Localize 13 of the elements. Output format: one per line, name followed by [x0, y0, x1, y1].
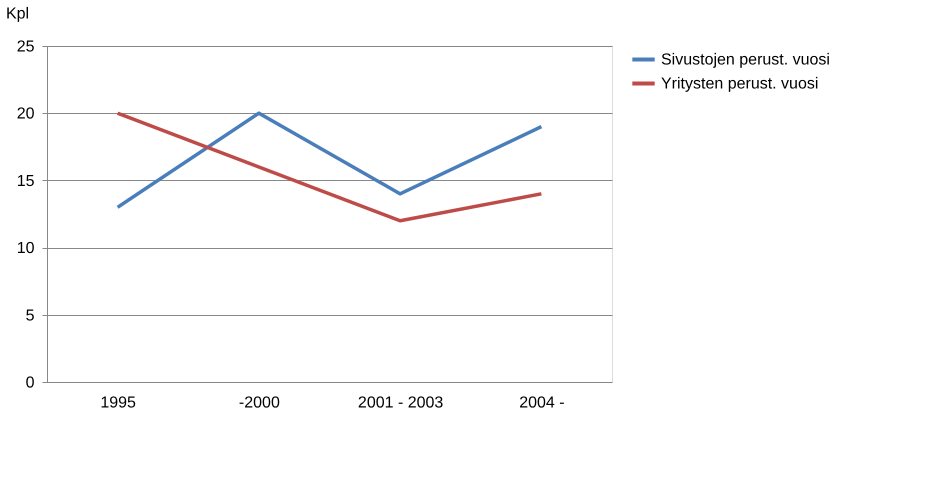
- y-tick-label: 5: [26, 307, 35, 324]
- x-tick-label: 2004 -: [519, 394, 565, 412]
- y-tick-label: 25: [16, 38, 35, 56]
- y-tick-label: 15: [16, 172, 35, 190]
- x-tick-label: 2001 - 2003: [358, 394, 444, 412]
- y-axis-title: Kpl: [6, 6, 30, 22]
- x-tick-label: -2000: [238, 394, 280, 412]
- x-tick-label: 1995: [100, 394, 136, 412]
- y-tick-label: 0: [26, 374, 35, 392]
- legend-label: Yritysten perust. vuosi: [661, 76, 818, 92]
- y-tick-label: 20: [16, 106, 35, 123]
- y-tick-label: 10: [16, 240, 35, 258]
- legend-label: Sivustojen perust. vuosi: [661, 52, 830, 68]
